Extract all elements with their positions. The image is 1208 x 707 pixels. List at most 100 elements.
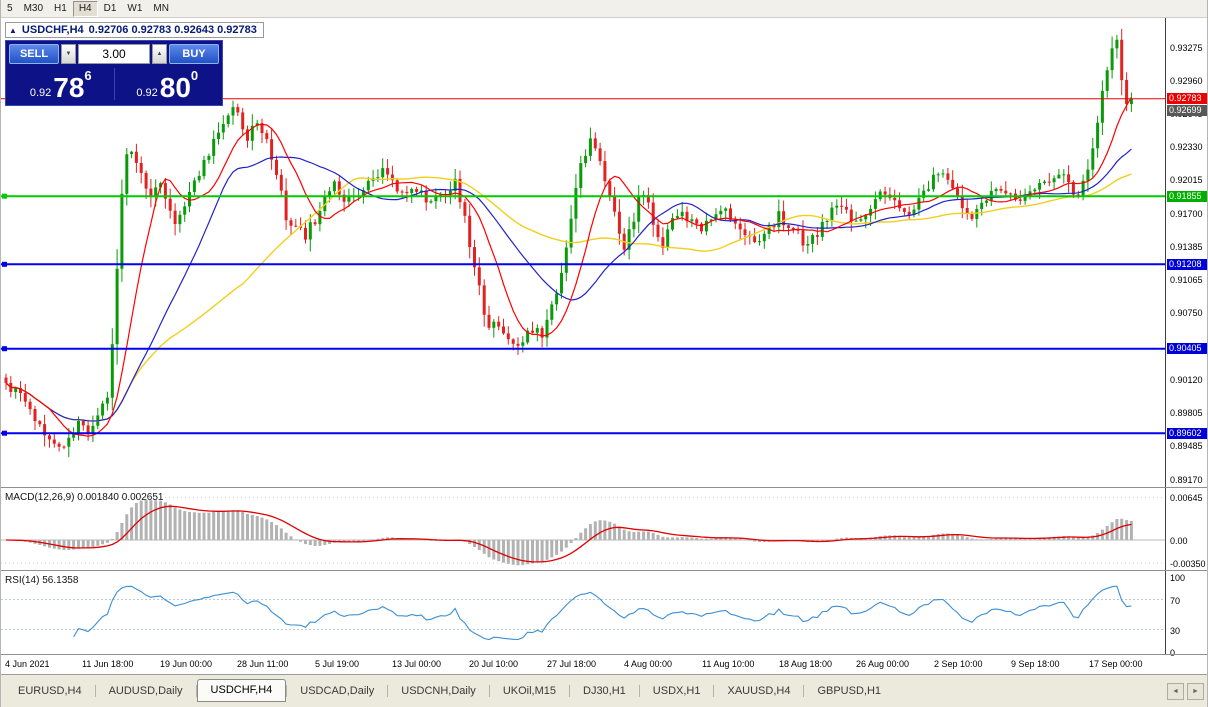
price-level-label: 0.91855 [1167, 191, 1207, 202]
buy-price-prefix: 0.92 [136, 87, 158, 99]
chart-tabs: EURUSD,H4 AUDUSD,Daily USDCHF,H4 USDCAD,Dai… [5, 679, 894, 702]
sell-price-prefix: 0.92 [29, 87, 52, 99]
time-axis-label: 27 Jul 18:00 [547, 659, 597, 669]
tabs-scroll-right-button[interactable]: ► [1187, 683, 1204, 700]
timeframe-button-h4[interactable]: H4 [72, 0, 98, 17]
sell-button[interactable]: SELL [9, 44, 59, 64]
one-click-trading-panel: SELL ▼ ▲ BUY 0.92 78 6 0.92 80 0 [5, 40, 223, 106]
tab-separator [387, 684, 389, 697]
macd-axis-label: 0.00645 [1170, 493, 1203, 503]
macd-indicator-label: MACD(12,26,9) 0.001840 0.002651 [5, 492, 164, 503]
buy-button[interactable]: BUY [169, 44, 219, 64]
macd-panel-canvas[interactable] [1, 488, 1165, 570]
chart-tab-usdcad-daily[interactable]: USDCAD,Daily [300, 684, 375, 697]
chart-ohlc-values: 0.92706 0.92783 0.92643 0.92783 [88, 24, 257, 36]
panel-splitter [1, 654, 1207, 655]
price-axis-label: 0.90750 [1170, 308, 1203, 318]
time-axis-label: 9 Sep 18:00 [1011, 659, 1060, 669]
rsi-axis-label: 100 [1170, 573, 1186, 583]
tab-separator [286, 684, 288, 697]
chart-area: 0.932750.929600.926450.923300.920150.917… [1, 18, 1207, 674]
timeframe-button-m30[interactable]: M30 [23, 2, 44, 14]
timeframes-toolbar: 5 M30 H1 H4 D1 W1 MN [1, 0, 1207, 18]
chart-tab-usdx-h1[interactable]: USDX,H1 [652, 684, 701, 697]
tab-separator [488, 684, 490, 697]
price-axis-label: 0.89485 [1170, 441, 1203, 451]
time-axis[interactable]: 4 Jun 2021 11 Jun 18:00 19 Jun 00:00 28 Jun… [1, 655, 1165, 674]
timeframe-button-mn[interactable]: MN [153, 2, 169, 14]
price-level-label: 0.92699 [1167, 105, 1207, 116]
macd-axis-label: -0.00350 [1170, 559, 1206, 569]
sell-price-display[interactable]: 0.92 78 6 [9, 66, 113, 102]
timeframe-button-d1[interactable]: D1 [103, 2, 117, 14]
price-axis-label: 0.92330 [1170, 142, 1203, 152]
price-axis-label: 0.93275 [1170, 43, 1203, 53]
time-axis-label: 18 Aug 18:00 [779, 659, 833, 669]
price-axis-label: 0.92015 [1170, 175, 1203, 185]
volume-input[interactable] [78, 44, 150, 64]
buy-price-pip-digit: 0 [190, 68, 199, 83]
tab-separator [803, 684, 805, 697]
chart-symbol-period: USDCHF,H4 [21, 24, 84, 36]
chart-tabs-bar: EURUSD,H4 AUDUSD,Daily USDCHF,H4 USDCAD,Dai… [1, 674, 1207, 707]
chart-ohlc-label: ▲ USDCHF,H4 0.92706 0.92783 0.92643 0.92… [5, 22, 264, 38]
time-axis-label: 28 Jun 11:00 [237, 659, 289, 669]
timeframe-button-w1[interactable]: W1 [127, 2, 143, 14]
time-axis-label: 13 Jul 00:00 [392, 659, 442, 669]
buy-price-big-digits: 80 [159, 72, 191, 103]
trade-prices-row: 0.92 78 6 0.92 80 0 [9, 66, 219, 102]
rsi-axis-label: 30 [1170, 626, 1181, 636]
spin-down-icon: ▼ [65, 51, 72, 57]
trade-controls-row: SELL ▼ ▲ BUY [9, 44, 219, 64]
chart-tab-gbpusd-h1[interactable]: GBPUSD,H1 [817, 684, 882, 697]
time-axis-label: 17 Sep 00:00 [1089, 659, 1143, 669]
rsi-axis-label: 0 [1170, 648, 1176, 658]
panel-splitter[interactable] [1, 570, 1207, 571]
timeframe-button-5[interactable]: 5 [7, 2, 13, 14]
time-axis-label: 11 Jun 18:00 [82, 659, 134, 669]
time-axis-label: 5 Jul 19:00 [315, 659, 360, 669]
panel-splitter[interactable] [1, 487, 1207, 488]
time-axis-label: 2 Sep 10:00 [934, 659, 983, 669]
price-axis[interactable]: 0.932750.929600.926450.923300.920150.917… [1165, 18, 1207, 658]
chart-tab-dj30-h1[interactable]: DJ30,H1 [583, 684, 626, 697]
buy-price-display[interactable]: 0.92 80 0 [116, 66, 220, 102]
tab-separator [94, 684, 96, 697]
tab-separator [638, 684, 640, 697]
time-axis-label: 19 Jun 00:00 [160, 659, 213, 669]
chart-tab-eurusd-h4[interactable]: EURUSD,H4 [18, 684, 82, 697]
price-level-label: 0.92783 [1167, 93, 1207, 104]
price-level-label: 0.91208 [1167, 259, 1207, 270]
price-axis-label: 0.89170 [1170, 475, 1203, 485]
price-divider [113, 68, 115, 100]
chart-tab-usdcnh-daily[interactable]: USDCNH,Daily [401, 684, 476, 697]
volume-increase-button[interactable]: ▲ [152, 44, 167, 64]
tab-separator [195, 684, 197, 697]
price-axis-label: 0.91065 [1170, 275, 1203, 285]
time-axis-label: 4 Aug 00:00 [624, 659, 673, 669]
price-axis-label: 0.92960 [1170, 76, 1203, 86]
chart-tab-ukoil-m15[interactable]: UKOil,M15 [502, 684, 556, 697]
price-axis-label: 0.90120 [1170, 375, 1203, 385]
tabs-scroll-left-button[interactable]: ◄ [1167, 683, 1184, 700]
price-axis-label: 0.89805 [1170, 408, 1203, 418]
time-axis-label: 11 Aug 10:00 [702, 659, 755, 669]
price-axis-label: 0.91700 [1170, 209, 1203, 219]
rsi-panel-canvas[interactable] [1, 571, 1165, 654]
trade-panel-toggle-icon[interactable]: ▲ [9, 25, 17, 35]
tab-scroll-arrows: ◄ ► [1167, 683, 1204, 700]
sell-price-pip-digit: 6 [84, 68, 92, 83]
chart-tab-audusd-daily[interactable]: AUDUSD,Daily [108, 684, 183, 697]
price-level-label: 0.89602 [1167, 428, 1207, 439]
volume-decrease-button[interactable]: ▼ [61, 44, 76, 64]
chart-tab-usdchf-h4[interactable]: USDCHF,H4 [196, 679, 287, 702]
spin-up-icon: ▲ [156, 51, 163, 57]
price-axis-label: 0.91385 [1170, 242, 1203, 252]
time-axis-label: 26 Aug 00:00 [856, 659, 910, 669]
chart-tab-xauusd-h4[interactable]: XAUUSD,H4 [727, 684, 791, 697]
price-level-label: 0.90405 [1167, 343, 1207, 354]
rsi-axis-label: 70 [1170, 596, 1181, 606]
tab-separator [713, 684, 715, 697]
timeframe-button-h1[interactable]: H1 [54, 2, 67, 14]
